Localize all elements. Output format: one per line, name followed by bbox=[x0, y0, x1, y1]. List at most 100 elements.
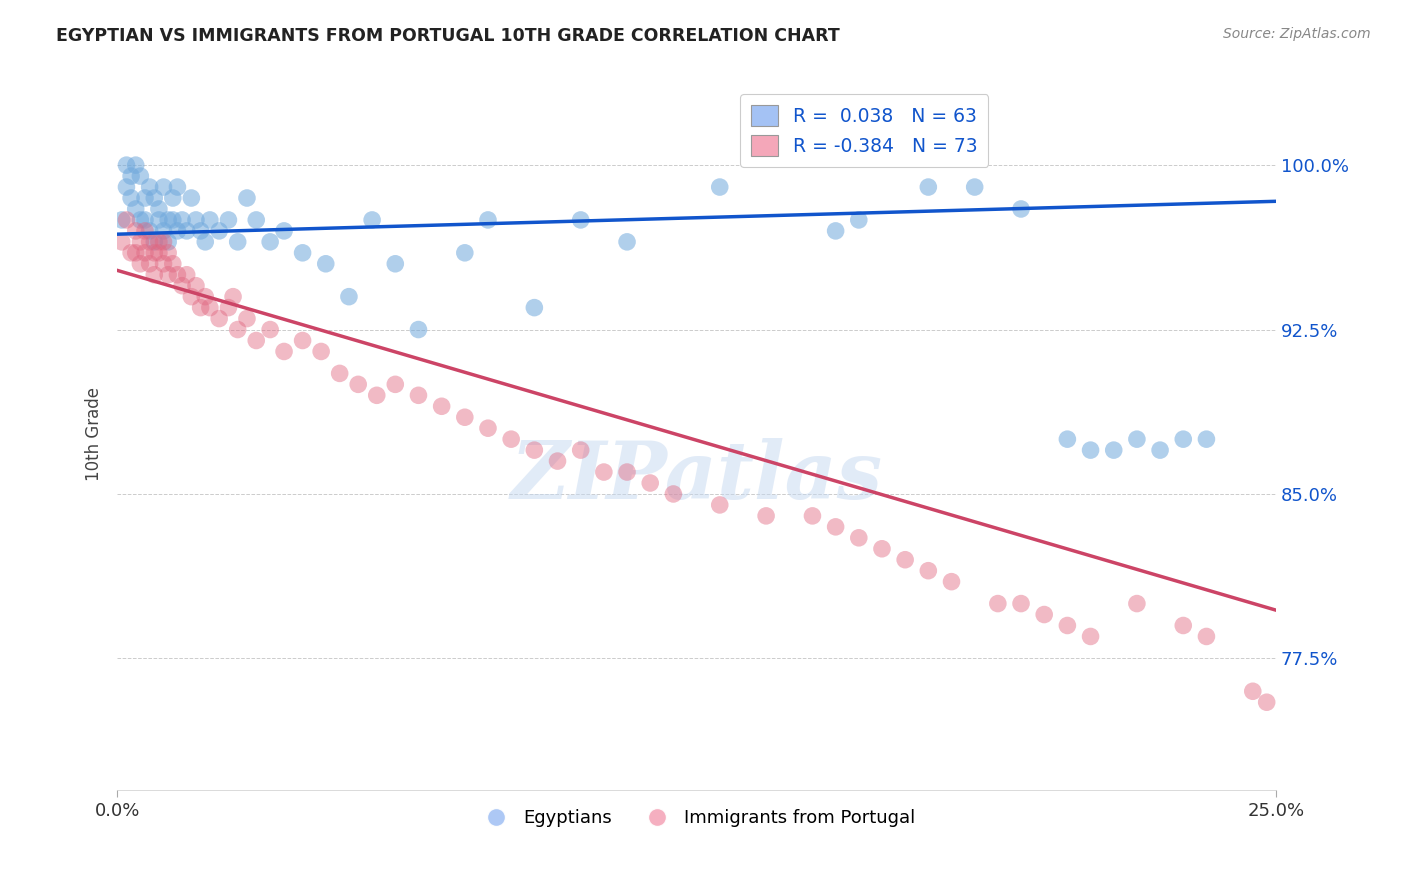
Point bbox=[129, 213, 152, 227]
Point bbox=[125, 224, 148, 238]
Point bbox=[190, 224, 212, 238]
Point bbox=[309, 344, 332, 359]
Point bbox=[1173, 432, 1195, 446]
Point bbox=[917, 564, 939, 578]
Point bbox=[430, 399, 453, 413]
Point bbox=[125, 245, 148, 260]
Point bbox=[120, 191, 142, 205]
Point bbox=[129, 257, 152, 271]
Point bbox=[569, 443, 592, 458]
Point bbox=[638, 475, 661, 490]
Point bbox=[616, 465, 638, 479]
Point bbox=[120, 245, 142, 260]
Point bbox=[824, 520, 846, 534]
Point bbox=[366, 388, 388, 402]
Point bbox=[616, 235, 638, 249]
Point bbox=[143, 235, 166, 249]
Point bbox=[148, 245, 170, 260]
Point bbox=[236, 191, 259, 205]
Point bbox=[138, 180, 160, 194]
Point bbox=[148, 213, 170, 227]
Point bbox=[1080, 630, 1102, 644]
Point bbox=[870, 541, 893, 556]
Point bbox=[208, 311, 231, 326]
Text: Source: ZipAtlas.com: Source: ZipAtlas.com bbox=[1223, 27, 1371, 41]
Point bbox=[115, 180, 138, 194]
Point bbox=[662, 487, 685, 501]
Point bbox=[157, 235, 180, 249]
Point bbox=[1033, 607, 1056, 622]
Point bbox=[1056, 432, 1078, 446]
Point bbox=[208, 224, 231, 238]
Point bbox=[709, 180, 731, 194]
Point bbox=[245, 213, 267, 227]
Point bbox=[337, 290, 360, 304]
Point bbox=[259, 235, 281, 249]
Point bbox=[226, 322, 249, 336]
Point bbox=[172, 213, 194, 227]
Point bbox=[408, 322, 430, 336]
Point bbox=[987, 597, 1010, 611]
Point bbox=[129, 169, 152, 183]
Point bbox=[569, 213, 592, 227]
Point bbox=[894, 553, 917, 567]
Point bbox=[166, 180, 188, 194]
Point bbox=[226, 235, 249, 249]
Point bbox=[454, 245, 477, 260]
Point bbox=[198, 213, 221, 227]
Legend: Egyptians, Immigrants from Portugal: Egyptians, Immigrants from Portugal bbox=[471, 802, 922, 834]
Point bbox=[384, 377, 406, 392]
Point bbox=[477, 213, 499, 227]
Point bbox=[917, 180, 939, 194]
Point bbox=[477, 421, 499, 435]
Text: ZIPatlas: ZIPatlas bbox=[510, 438, 883, 516]
Point bbox=[361, 213, 384, 227]
Point bbox=[194, 235, 217, 249]
Point bbox=[143, 245, 166, 260]
Point bbox=[111, 213, 134, 227]
Point bbox=[184, 278, 207, 293]
Point bbox=[162, 213, 184, 227]
Point bbox=[194, 290, 217, 304]
Point bbox=[172, 278, 194, 293]
Point bbox=[157, 245, 180, 260]
Point bbox=[162, 191, 184, 205]
Point bbox=[180, 290, 202, 304]
Point bbox=[184, 213, 207, 227]
Point bbox=[454, 410, 477, 425]
Point bbox=[523, 301, 546, 315]
Point bbox=[709, 498, 731, 512]
Point bbox=[134, 191, 156, 205]
Point bbox=[347, 377, 370, 392]
Point bbox=[190, 301, 212, 315]
Point bbox=[148, 235, 170, 249]
Point bbox=[384, 257, 406, 271]
Point bbox=[1010, 597, 1032, 611]
Point bbox=[138, 257, 160, 271]
Point bbox=[138, 224, 160, 238]
Point bbox=[824, 224, 846, 238]
Point bbox=[1241, 684, 1264, 698]
Point bbox=[217, 301, 239, 315]
Point bbox=[801, 508, 824, 523]
Point bbox=[1195, 432, 1218, 446]
Point bbox=[848, 213, 870, 227]
Point bbox=[143, 191, 166, 205]
Point bbox=[129, 235, 152, 249]
Text: EGYPTIAN VS IMMIGRANTS FROM PORTUGAL 10TH GRADE CORRELATION CHART: EGYPTIAN VS IMMIGRANTS FROM PORTUGAL 10T… bbox=[56, 27, 839, 45]
Point bbox=[1173, 618, 1195, 632]
Point bbox=[115, 213, 138, 227]
Point bbox=[1126, 432, 1149, 446]
Point bbox=[134, 224, 156, 238]
Point bbox=[1256, 695, 1278, 709]
Point bbox=[198, 301, 221, 315]
Point bbox=[273, 344, 295, 359]
Point bbox=[120, 169, 142, 183]
Point bbox=[501, 432, 523, 446]
Point bbox=[1195, 630, 1218, 644]
Point bbox=[273, 224, 295, 238]
Y-axis label: 10th Grade: 10th Grade bbox=[86, 386, 103, 481]
Point bbox=[236, 311, 259, 326]
Point bbox=[111, 235, 134, 249]
Point bbox=[963, 180, 986, 194]
